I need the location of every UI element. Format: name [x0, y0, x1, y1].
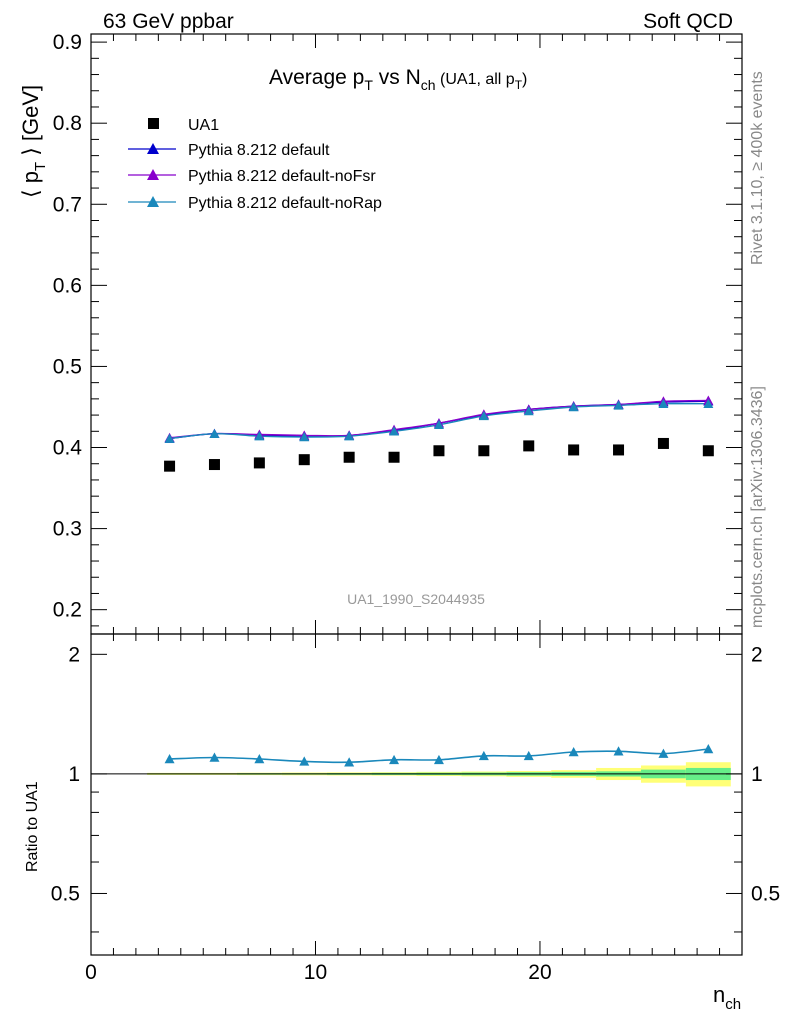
ratio-marker	[703, 744, 714, 754]
main-y-tick-label: 0.5	[53, 355, 82, 378]
x-axis-label: nch	[713, 982, 741, 1013]
ratio-marker	[433, 754, 444, 765]
plot-title: Average pT vs Nch (UA1, all pT)	[269, 66, 527, 93]
legend-label-norap: Pythia 8.212 default-noRap	[188, 195, 382, 212]
x-tick-labels: 0 10 20	[85, 961, 551, 984]
ratio-y-tick-label-right: 0.5	[751, 882, 780, 905]
mc-markers	[164, 395, 714, 443]
legend-marker-norap	[147, 196, 159, 207]
legend-marker-ua1	[148, 118, 159, 129]
main-y-tick-label: 0.8	[53, 112, 82, 135]
legend-marker-nofsr	[147, 169, 159, 180]
main-axis-ticks	[90, 34, 743, 634]
mc-marker-2	[478, 410, 489, 421]
ratio-marker	[613, 746, 624, 756]
ua1-data-point	[388, 451, 400, 463]
mc-marker-2	[433, 419, 444, 430]
ratio-y-tick-label: 0.5	[51, 882, 80, 905]
ratio-y-tick-label: 1	[68, 763, 80, 786]
ratio-frame	[90, 633, 743, 956]
main-plot-panel: 0.2 0.3 0.4 0.5 0.6 0.7 0.8 0.9 Average pT vs N…	[18, 31, 743, 635]
ua1-data-point	[702, 445, 714, 457]
ratio-marker	[299, 756, 310, 766]
ratio-marker	[523, 750, 534, 761]
legend-marker-default	[147, 143, 159, 154]
x-tick-label: 20	[528, 961, 551, 984]
main-y-tick-label: 0.6	[53, 274, 82, 297]
ua1-data-point	[208, 459, 220, 471]
ratio-axis-ticks	[90, 634, 743, 955]
mc-marker-2	[254, 431, 265, 441]
mc-marker-2	[389, 426, 400, 436]
main-y-axis-label: ⟨ pT ⟩ [GeV]	[18, 85, 49, 198]
ratio-marker	[164, 754, 175, 764]
legend: UA1 Pythia 8.212 default Pythia 8.212 de…	[128, 117, 382, 212]
ratio-y-tick-label-right: 1	[751, 763, 763, 786]
ratio-marker	[568, 747, 579, 757]
ratio-marker	[344, 757, 355, 767]
ratio-marker	[478, 750, 489, 761]
ua1-data-point	[568, 444, 580, 456]
legend-label-nofsr: Pythia 8.212 default-noFsr	[188, 168, 376, 185]
ua1-data-point	[478, 445, 490, 457]
legend-label-default: Pythia 8.212 default	[188, 142, 330, 159]
x-tick-label: 10	[304, 961, 327, 984]
ua1-data-point	[253, 457, 265, 469]
ratio-y-tick-label: 2	[68, 643, 80, 666]
header-right: Soft QCD	[643, 10, 733, 33]
mc-marker-2	[568, 401, 579, 412]
ratio-y-tick-label-right: 2	[751, 643, 763, 666]
main-y-tick-label: 0.3	[53, 518, 82, 541]
ua1-data-point	[523, 440, 535, 452]
ua1-data-point	[343, 451, 355, 463]
mc-marker-2	[613, 400, 624, 410]
ratio-y-tick-labels: 0.5 0.5 1 1 2 2	[51, 643, 780, 905]
mc-marker-2	[299, 431, 310, 442]
mc-marker-2	[164, 433, 175, 443]
ratio-plot-panel: 0.5 0.5 1 1 2 2 0 10 20 Ratio to UA1 nch	[24, 633, 780, 1013]
mc-marker-2	[703, 398, 714, 408]
ratio-marker	[209, 752, 220, 762]
header-left: 63 GeV ppbar	[103, 10, 234, 33]
ua1-data-point	[298, 454, 310, 466]
ratio-markers	[164, 744, 714, 767]
main-y-tick-label: 0.2	[53, 599, 82, 622]
ratio-marker	[254, 754, 265, 764]
analysis-id-label: UA1_1990_S2044935	[347, 591, 485, 607]
mc-marker-2	[344, 431, 355, 441]
mcplots-credit-text: mcplots.cern.ch [arXiv:1306.3436]	[749, 386, 766, 628]
ua1-data-point	[613, 444, 625, 456]
ua1-data-points	[164, 437, 714, 472]
ua1-data-point	[433, 445, 445, 457]
mc-marker-2	[209, 428, 220, 438]
ratio-marker	[658, 748, 669, 758]
main-y-tick-label: 0.9	[53, 31, 82, 54]
main-y-tick-labels: 0.2 0.3 0.4 0.5 0.6 0.7 0.8 0.9	[53, 31, 83, 622]
ua1-data-point	[164, 460, 176, 472]
ratio-y-axis-label: Ratio to UA1	[24, 781, 41, 872]
main-y-tick-label: 0.7	[53, 193, 82, 216]
rivet-version-text: Rivet 3.1.10, ≥ 400k events	[749, 71, 766, 265]
ratio-marker	[389, 754, 400, 765]
mc-marker-2	[523, 406, 534, 416]
main-y-tick-label: 0.4	[53, 437, 83, 460]
x-tick-label: 0	[85, 961, 97, 984]
legend-label-ua1: UA1	[188, 117, 219, 134]
ua1-data-point	[657, 437, 669, 449]
mc-marker-2	[658, 398, 669, 408]
